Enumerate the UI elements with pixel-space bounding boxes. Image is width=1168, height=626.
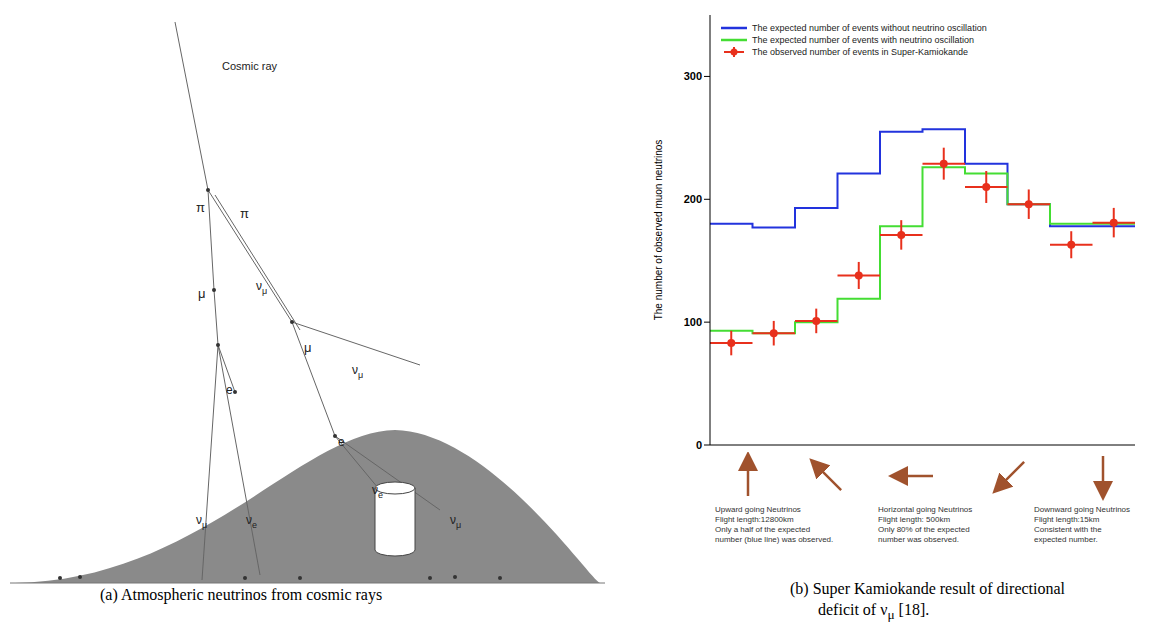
svg-text:Horizontal going NeutrinosFlig: Horizontal going NeutrinosFlight length:… — [878, 505, 972, 544]
svg-text:π: π — [196, 200, 205, 215]
svg-text:μ: μ — [304, 340, 312, 355]
html-text:The observed number of events: The observed number of events in Super-K… — [752, 47, 969, 57]
svg-text:The number of observed muon ne: The number of observed muon neutrinos — [653, 140, 664, 321]
svg-text:300: 300 — [684, 70, 702, 82]
svg-text:νe: νe — [246, 513, 257, 530]
svg-text:νe: νe — [372, 483, 383, 500]
svg-text:200: 200 — [684, 193, 702, 205]
svg-text:νμ: νμ — [256, 279, 267, 296]
svg-text:e: e — [338, 435, 345, 449]
svg-text:100: 100 — [684, 316, 702, 328]
svg-text:νμ: νμ — [450, 513, 461, 530]
svg-text:μ: μ — [198, 286, 206, 301]
svg-text:0: 0 — [696, 439, 702, 451]
html-text:(b) Super Kamiokande result of: (b) Super Kamiokande result of direction… — [790, 580, 1065, 597]
html-text:The expected number of events: The expected number of events with neutr… — [752, 35, 975, 45]
svg-text:νμ: νμ — [196, 513, 207, 530]
html-text:The expected number of events: The expected number of events without ne… — [752, 23, 987, 33]
html-text:(a) Atmospheric neutrinos from: (a) Atmospheric neutrinos from cosmic ra… — [100, 586, 383, 603]
svg-text:e: e — [226, 383, 233, 397]
html-text:deficit of νμ[18].: deficit of νμ[18]. — [818, 601, 930, 623]
svg-text:Downward going NeutrinosFlight: Downward going NeutrinosFlight length:15… — [1034, 505, 1130, 544]
svg-text:νμ: νμ — [352, 363, 363, 380]
svg-text:Upward going NeutrinosFlight l: Upward going NeutrinosFlight length:1280… — [715, 505, 833, 544]
svg-text:Cosmic ray: Cosmic ray — [222, 60, 278, 72]
svg-text:π: π — [240, 206, 249, 221]
